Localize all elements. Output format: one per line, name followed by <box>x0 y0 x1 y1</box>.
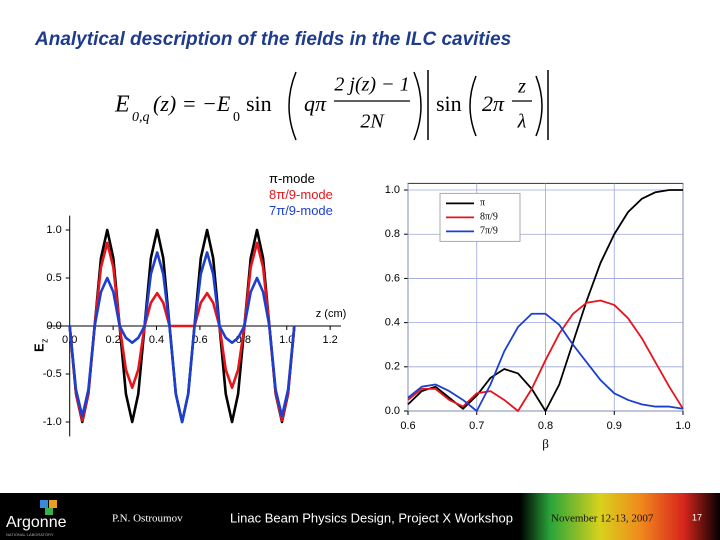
paren <box>469 75 477 137</box>
legend-label: 7π/9 <box>480 226 498 237</box>
x-tick-label: 0.8 <box>538 420 553 432</box>
legend-label: π-mode <box>269 171 315 186</box>
formula-text: 0,q <box>132 110 150 125</box>
x-tick-label: 0.6 <box>400 420 415 432</box>
x-tick-label: 0.7 <box>469 420 484 432</box>
y-tick-label: 0.0 <box>385 405 400 417</box>
chart: -1.0-0.50.00.51.00.0 0.2 0.4 0.6 0.8 1.0 1.2z … <box>31 171 347 437</box>
x-tick-label: 1.0 <box>279 334 294 346</box>
paren <box>288 71 297 141</box>
formula-text: sin <box>246 91 272 116</box>
paren <box>535 75 543 137</box>
y-axis-label: E <box>31 343 46 352</box>
x-tick-label: 1.2 <box>322 334 337 346</box>
series-line <box>68 241 296 422</box>
footer-event: Linac Beam Physics Design, Project X Wor… <box>230 510 513 525</box>
logo-subtext: NATIONAL LABORATORY <box>6 532 54 537</box>
logo-icon <box>40 500 48 508</box>
formula-text: 2π <box>482 91 505 116</box>
y-tick-label: 0.8 <box>385 228 400 240</box>
footer: Argonne NATIONAL LABORATORY P.N. Ostroum… <box>0 493 720 540</box>
legend-label: 7π/9-mode <box>269 203 333 218</box>
logo-icon <box>49 500 57 508</box>
formula-text: sin <box>436 91 462 116</box>
charts: -1.0-0.50.00.51.00.0 0.2 0.4 0.6 0.8 1.0 1.2z … <box>31 171 690 451</box>
formula-text: 2 j(z) − 1 <box>334 74 409 96</box>
formula-text: λ <box>517 111 527 133</box>
y-tick-label: 0.5 <box>46 272 61 284</box>
footer-date: November 12-13, 2007 <box>551 513 654 525</box>
footer-gradient <box>520 493 720 540</box>
y-tick-label: 0.4 <box>385 317 400 329</box>
paren <box>413 71 422 141</box>
formula-text: z <box>517 76 526 98</box>
formula-text: (z) = −E <box>153 91 231 116</box>
y-tick-label: -0.5 <box>43 368 62 380</box>
formula-text: qπ <box>304 91 327 116</box>
page-number: 17 <box>692 512 702 522</box>
x-axis-label: β <box>542 436 549 451</box>
x-tick-label: 0.6 <box>192 334 207 346</box>
logo-text: Argonne <box>6 514 67 531</box>
legend-label: π <box>480 198 485 209</box>
slide-title: Analytical description of the fields in … <box>34 29 511 50</box>
footer-author: P.N. Ostroumov <box>112 513 183 525</box>
x-tick-label: 0.4 <box>149 334 164 346</box>
legend-label: 8π/9-mode <box>269 187 333 202</box>
formula-text: E <box>114 92 130 118</box>
series-line <box>407 312 684 412</box>
x-tick-label: 1.0 <box>675 420 690 432</box>
formula: E 0,q (z) = −E 0 sin qπ 2 j(z) − 1 2N si… <box>114 70 549 141</box>
formula-text: 2N <box>360 111 385 133</box>
x-axis-label: z (cm) <box>316 308 347 320</box>
logo-icon <box>45 508 53 515</box>
y-tick-label: 0.6 <box>385 272 400 284</box>
y-tick-label: -1.0 <box>43 416 62 428</box>
y-axis-label-sub: z <box>39 338 49 343</box>
legend-label: 8π/9 <box>480 212 498 223</box>
y-tick-label: 0.2 <box>385 361 400 373</box>
y-tick-label: 1.0 <box>385 184 400 196</box>
chart: 0.0 0.2 0.4 0.6 0.8 1.0 0.6 0.7 0.8 0.9 1.0 β π 8π/9 7… <box>385 182 691 451</box>
x-tick-label: 0.9 <box>607 420 622 432</box>
y-tick-label: 1.0 <box>46 224 61 236</box>
x-tick-label: 0.2 <box>105 334 120 346</box>
series-line <box>68 251 296 424</box>
series-line <box>407 299 684 412</box>
formula-text: 0 <box>233 110 240 125</box>
